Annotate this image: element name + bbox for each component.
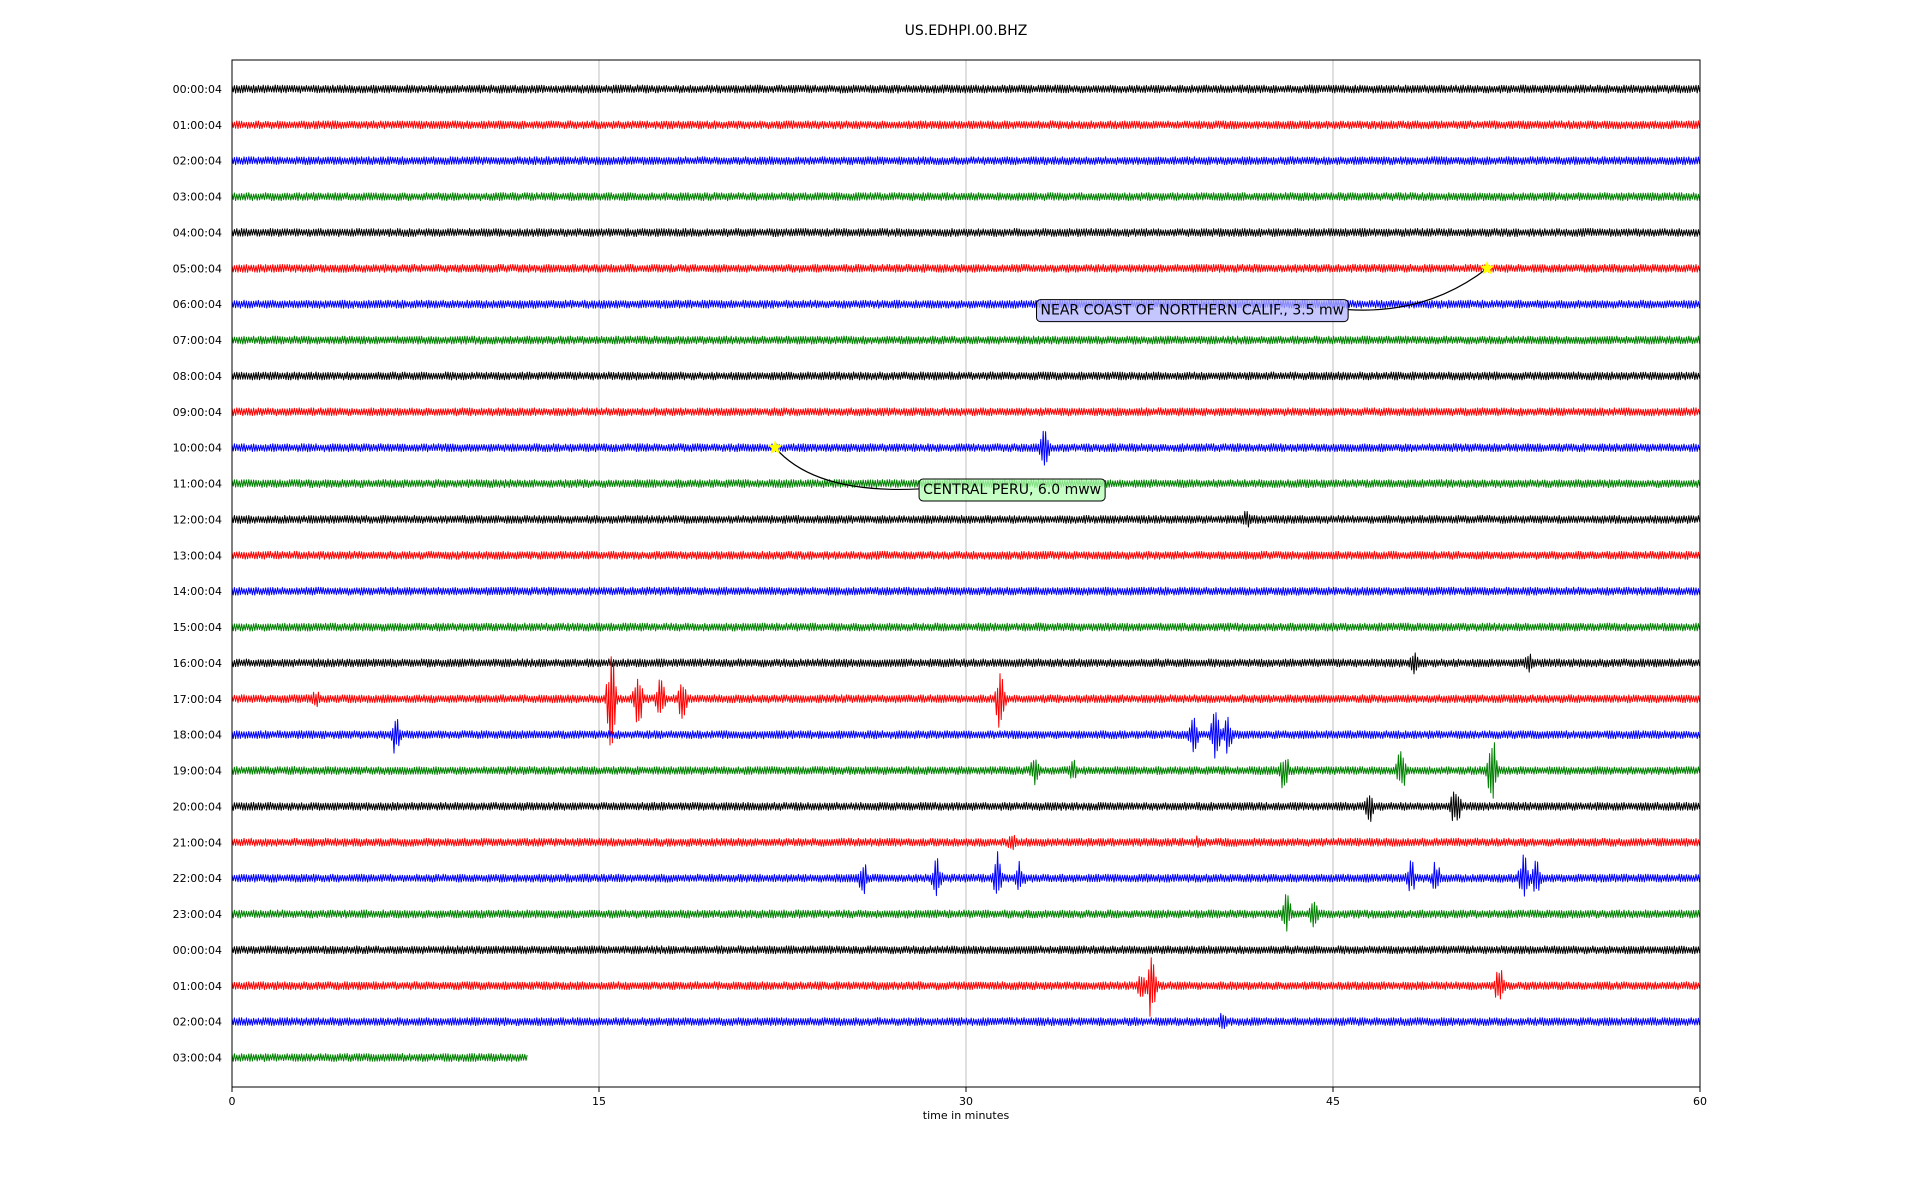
row-label-13: 13:00:04 xyxy=(173,549,222,562)
trace-row-9 xyxy=(231,407,1701,417)
row-label-4: 04:00:04 xyxy=(173,226,222,239)
trace-row-0 xyxy=(231,84,1701,94)
row-label-16: 16:00:04 xyxy=(173,657,222,670)
trace-row-5 xyxy=(231,263,1701,273)
event-label-box-1 xyxy=(918,478,1106,502)
row-label-12: 12:00:04 xyxy=(173,513,222,526)
row-label-14: 14:00:04 xyxy=(173,585,222,598)
row-label-21: 21:00:04 xyxy=(173,836,222,849)
x-axis-label: time in minutes xyxy=(923,1109,1010,1122)
trace-row-7 xyxy=(231,335,1701,345)
trace-row-1 xyxy=(231,120,1701,130)
trace-row-3 xyxy=(231,192,1701,202)
event-star-1 xyxy=(767,439,783,454)
event-label-1: CENTRAL PERU, 6.0 mww xyxy=(923,482,1101,498)
event-connector-1 xyxy=(774,447,920,491)
row-label-11: 11:00:04 xyxy=(173,478,222,491)
row-label-24: 00:00:04 xyxy=(173,944,222,957)
row-label-25: 01:00:04 xyxy=(173,980,222,993)
row-label-1: 01:00:04 xyxy=(173,119,222,132)
trace-row-15 xyxy=(231,622,1701,632)
trace-row-14 xyxy=(231,586,1701,596)
trace-row-19 xyxy=(231,742,1701,799)
row-label-15: 15:00:04 xyxy=(173,621,222,634)
row-label-20: 20:00:04 xyxy=(173,800,222,813)
row-label-18: 18:00:04 xyxy=(173,729,222,742)
trace-row-16 xyxy=(231,652,1701,675)
trace-row-8 xyxy=(231,371,1701,381)
row-label-26: 02:00:04 xyxy=(173,1016,222,1029)
trace-row-13 xyxy=(231,550,1701,560)
event-connector-0 xyxy=(1348,267,1488,311)
trace-row-22 xyxy=(231,851,1701,897)
trace-row-25 xyxy=(231,957,1701,1017)
row-label-7: 07:00:04 xyxy=(173,334,222,347)
trace-row-12 xyxy=(231,510,1701,528)
chart-title: US.EDHPI.00.BHZ xyxy=(905,23,1028,39)
row-label-9: 09:00:04 xyxy=(173,406,222,419)
x-tick-label: 30 xyxy=(959,1095,973,1108)
row-label-22: 22:00:04 xyxy=(173,872,222,885)
event-label-0: NEAR COAST OF NORTHERN CALIF., 3.5 mw xyxy=(1041,303,1345,319)
event-star-0 xyxy=(1479,260,1495,275)
x-tick-label: 60 xyxy=(1693,1095,1707,1108)
row-label-19: 19:00:04 xyxy=(173,765,222,778)
x-axis-ticks: 0 15 30 45 60 xyxy=(229,1087,1707,1108)
trace-row-27 xyxy=(231,1053,528,1062)
trace-row-4 xyxy=(231,228,1701,237)
trace-row-23 xyxy=(231,894,1701,932)
row-label-2: 02:00:04 xyxy=(173,155,222,168)
trace-row-24 xyxy=(231,945,1701,955)
row-label-8: 08:00:04 xyxy=(173,370,222,383)
seismic-traces xyxy=(231,84,1701,1062)
x-tick-label: 45 xyxy=(1326,1095,1340,1108)
trace-row-26 xyxy=(231,1012,1701,1029)
trace-row-10 xyxy=(231,430,1701,466)
trace-row-20 xyxy=(231,791,1701,822)
row-label-27: 03:00:04 xyxy=(173,1051,222,1064)
row-label-5: 05:00:04 xyxy=(173,262,222,275)
trace-row-2 xyxy=(231,156,1701,166)
trace-row-21 xyxy=(231,834,1701,851)
trace-row-6 xyxy=(231,299,1701,309)
x-tick-label: 15 xyxy=(592,1095,606,1108)
trace-row-17 xyxy=(231,656,1701,746)
row-label-17: 17:00:04 xyxy=(173,693,222,706)
row-label-3: 03:00:04 xyxy=(173,191,222,204)
grid-lines xyxy=(598,60,1334,1087)
row-label-10: 10:00:04 xyxy=(173,442,222,455)
x-tick-label: 0 xyxy=(229,1095,236,1108)
event-annotations: NEAR COAST OF NORTHERN CALIF., 3.5 mw CEN… xyxy=(767,260,1495,502)
row-label-0: 00:00:04 xyxy=(173,83,222,96)
row-time-labels: 00:00:04 01:00:04 02:00:04 03:00:04 04:00:04… xyxy=(173,83,222,1064)
trace-row-18 xyxy=(231,712,1701,759)
row-label-23: 23:00:04 xyxy=(173,908,222,921)
row-label-6: 06:00:04 xyxy=(173,298,222,311)
event-label-box-0 xyxy=(1036,299,1349,323)
